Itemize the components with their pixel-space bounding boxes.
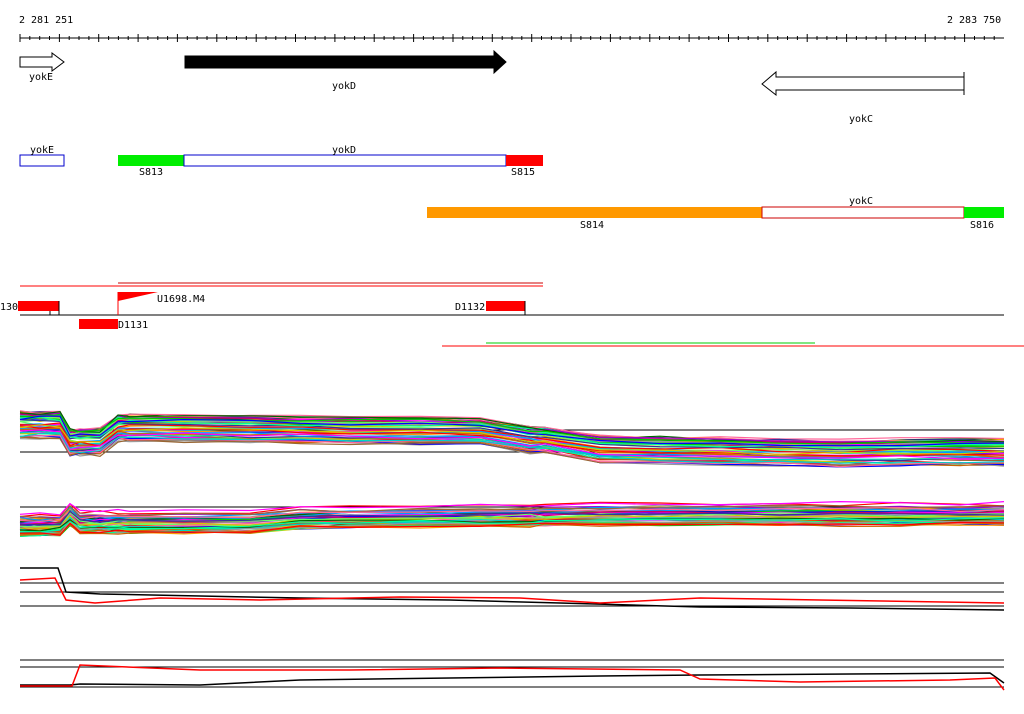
gene-label-yokE: yokE bbox=[29, 72, 53, 83]
condition-line-black bbox=[20, 672, 1005, 686]
gene-yokE[interactable]: yokE bbox=[19, 52, 65, 83]
expression-track-multi-condition-1 bbox=[19, 410, 1005, 468]
condition-line-red bbox=[20, 664, 1005, 691]
expression-profile-line bbox=[19, 521, 1005, 536]
segment-yokD[interactable] bbox=[183, 154, 507, 167]
promoter-U1698-M4[interactable] bbox=[118, 292, 158, 301]
expression-track-multi-condition-2 bbox=[19, 500, 1005, 537]
feature-label-130: 130 bbox=[0, 302, 18, 313]
feature-D1132[interactable] bbox=[486, 301, 525, 311]
expression-track-two-condition-2 bbox=[20, 659, 1005, 691]
expression-profile-line bbox=[19, 413, 1005, 445]
segment-yokC[interactable] bbox=[761, 206, 965, 219]
end-coordinate: 2 283 750 bbox=[947, 15, 1001, 26]
gene-yokC[interactable]: yokC bbox=[761, 70, 965, 125]
condition-line-black bbox=[20, 567, 1005, 611]
transcript-row-2: yokC S814 S816 bbox=[427, 196, 1004, 231]
segment-label-S813: S813 bbox=[139, 167, 163, 178]
expression-profile-line bbox=[19, 432, 1005, 464]
coordinate-ruler bbox=[19, 34, 1004, 42]
expression-track-two-condition-1 bbox=[19, 567, 1005, 611]
expression-profile-line bbox=[19, 520, 1005, 535]
feature-130[interactable] bbox=[18, 301, 59, 311]
segment-S816[interactable] bbox=[964, 207, 1004, 218]
expression-profile-line bbox=[19, 517, 1005, 533]
expression-profile-line bbox=[19, 424, 1005, 456]
segment-label-S814: S814 bbox=[580, 220, 604, 231]
segment-S815[interactable] bbox=[506, 155, 543, 166]
expression-profile-line bbox=[19, 415, 1005, 447]
expression-profile-line bbox=[19, 429, 1005, 460]
segment-label-yokD: yokD bbox=[332, 145, 356, 156]
expression-profile-line bbox=[19, 412, 1005, 443]
transcript-row-1: yokE yokD S813 S815 bbox=[19, 145, 543, 178]
promoter-label-U1698-M4: U1698.M4 bbox=[157, 294, 205, 305]
segment-S814[interactable] bbox=[427, 207, 762, 218]
expression-profile-line bbox=[19, 501, 1005, 518]
feature-label-D1132: D1132 bbox=[455, 302, 485, 313]
expression-profile-line bbox=[19, 419, 1005, 451]
gene-label-yokD: yokD bbox=[332, 81, 356, 92]
expression-profile-line bbox=[19, 510, 1005, 526]
condition-line-red bbox=[19, 577, 1005, 604]
expression-profile-line bbox=[19, 500, 1005, 516]
segment-label-yokE: yokE bbox=[30, 145, 54, 156]
expression-profile-line bbox=[19, 419, 1005, 451]
segment-label-S815: S815 bbox=[511, 167, 535, 178]
expression-profile-line bbox=[19, 512, 1005, 527]
segment-yokE[interactable] bbox=[19, 154, 65, 167]
feature-D1131[interactable] bbox=[79, 319, 118, 329]
gene-label-yokC: yokC bbox=[849, 114, 873, 125]
segment-label-S816: S816 bbox=[970, 220, 994, 231]
feature-label-D1131: D1131 bbox=[118, 320, 148, 331]
expression-profile-line bbox=[19, 504, 1005, 520]
start-coordinate: 2 281 251 bbox=[19, 15, 73, 26]
segment-label-yokC: yokC bbox=[849, 196, 873, 207]
expression-profile-line bbox=[19, 514, 1005, 529]
segment-S813[interactable] bbox=[118, 155, 184, 166]
gene-yokD[interactable]: yokD bbox=[184, 49, 507, 92]
regulatory-features: 130 D1131 U1698.M4 D1132 bbox=[0, 282, 1024, 347]
